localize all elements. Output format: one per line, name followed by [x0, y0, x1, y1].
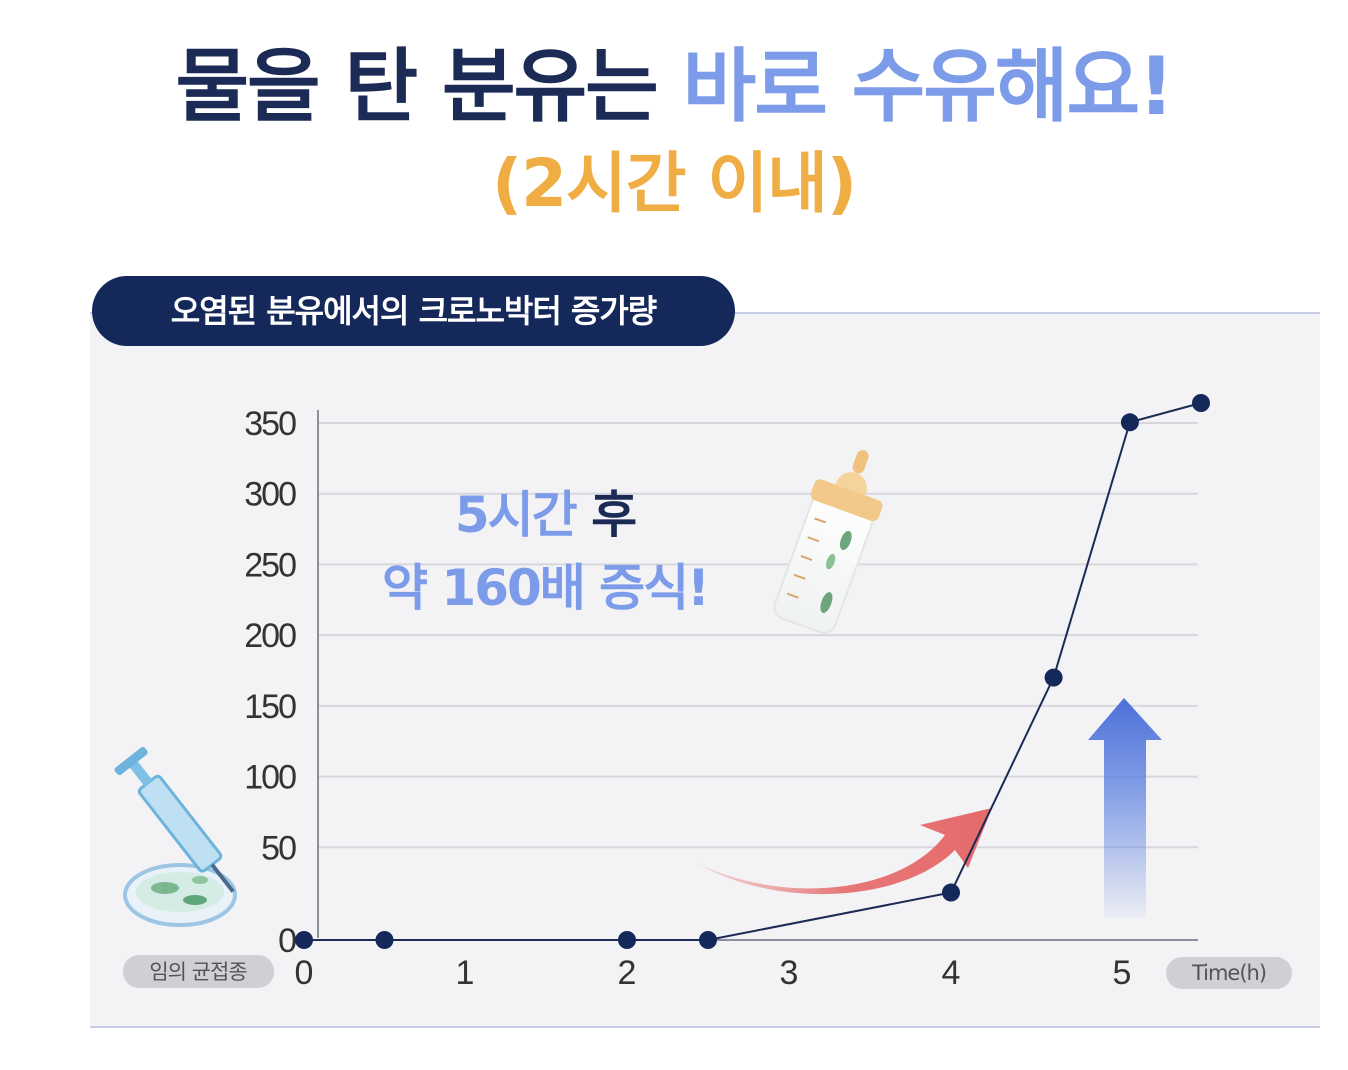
headline-part1: 물을 탄 분유는	[175, 40, 683, 133]
x-tick-3: 3	[780, 954, 799, 992]
x-tick-0: 0	[295, 954, 314, 992]
annotation-line1: 5시간 후	[455, 486, 636, 544]
y-tick-150: 150	[244, 688, 296, 726]
annotation-line1-b: 후	[591, 486, 636, 544]
baby-bottle-icon	[773, 450, 883, 634]
data-point-2	[618, 931, 636, 949]
headline: 물을 탄 분유는 바로 수유해요!	[0, 22, 1348, 138]
series-line	[304, 402, 1202, 941]
x-origin-label: 임의 균접종	[149, 960, 247, 984]
syringe-petri-icon	[114, 747, 237, 927]
data-point-7	[1192, 394, 1210, 412]
y-tick-300: 300	[244, 476, 296, 514]
x-tick-2: 2	[618, 954, 637, 992]
data-point-0	[295, 931, 313, 949]
x-tick-1: 1	[456, 954, 475, 992]
blue-up-arrow-icon	[1088, 698, 1162, 918]
headline-sub: (2시간 이내)	[491, 145, 857, 222]
data-point-1	[375, 931, 394, 949]
y-tick-50: 50	[261, 829, 296, 867]
x-tick-4: 4	[942, 954, 961, 992]
data-point-3	[699, 931, 717, 949]
x-tick-5: 5	[1113, 954, 1132, 992]
x-origin-pill: 임의 균접종	[123, 955, 274, 988]
x-axis-label-pill: Time(h)	[1166, 957, 1292, 989]
red-curved-arrow-icon	[695, 808, 992, 895]
headline-part2: 바로 수유해요!	[682, 40, 1175, 133]
y-tick-250: 250	[244, 546, 296, 584]
y-tick-100: 100	[244, 759, 296, 797]
y-tick-350: 350	[244, 405, 296, 443]
y-tick-0: 0	[278, 922, 296, 960]
data-point-4	[942, 883, 960, 902]
annotation-line1-a: 5시간	[455, 486, 591, 544]
y-tick-200: 200	[244, 617, 296, 655]
data-point-5	[1044, 668, 1063, 687]
annotation-line2: 약 160배 증식!	[382, 559, 708, 617]
x-axis-label: Time(h)	[1191, 961, 1266, 985]
data-point-6	[1120, 413, 1139, 432]
chart-title: 오염된 분유에서의 크로노박터 증가량	[92, 276, 735, 346]
